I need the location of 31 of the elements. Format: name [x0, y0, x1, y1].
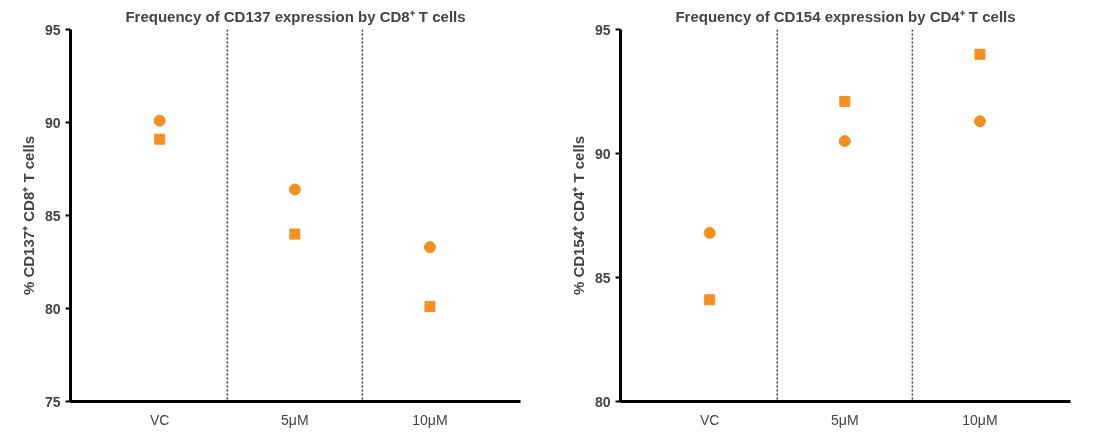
chart-title: Frequency of CD154 expression by CD4⁺ T cells: [675, 7, 1016, 25]
y-tick-label: 90: [594, 145, 611, 162]
point: [838, 135, 851, 148]
y-axis-title: % CD154⁺ CD4⁺ T cells: [569, 135, 587, 296]
point: [973, 115, 986, 128]
x-tick-label: 10μM: [962, 411, 998, 428]
y-tick-label: 85: [44, 207, 61, 224]
point: [289, 228, 301, 240]
y-tick-label: 95: [594, 21, 611, 38]
point: [974, 48, 986, 60]
point: [153, 114, 166, 127]
point: [704, 294, 716, 306]
point: [839, 95, 851, 107]
point: [288, 183, 301, 196]
x-tick-label: VC: [699, 411, 720, 428]
y-tick-label: 80: [594, 393, 611, 410]
x-tick-label: 5μM: [281, 411, 309, 428]
y-tick-label: 85: [594, 269, 611, 286]
point: [423, 241, 436, 254]
y-tick-label: 75: [44, 393, 61, 410]
y-tick-label: 80: [44, 300, 61, 317]
y-axis-title: % CD137⁺ CD8⁺ T cells: [19, 135, 37, 296]
point: [154, 133, 166, 145]
x-tick-label: 10μM: [412, 411, 448, 428]
x-tick-label: VC: [149, 411, 170, 428]
x-tick-label: 5μM: [831, 411, 859, 428]
point: [424, 301, 436, 313]
point: [703, 226, 716, 239]
chart-title: Frequency of CD137 expression by CD8⁺ T cells: [125, 7, 466, 25]
y-tick-label: 90: [44, 114, 61, 131]
y-tick-label: 95: [44, 21, 61, 38]
